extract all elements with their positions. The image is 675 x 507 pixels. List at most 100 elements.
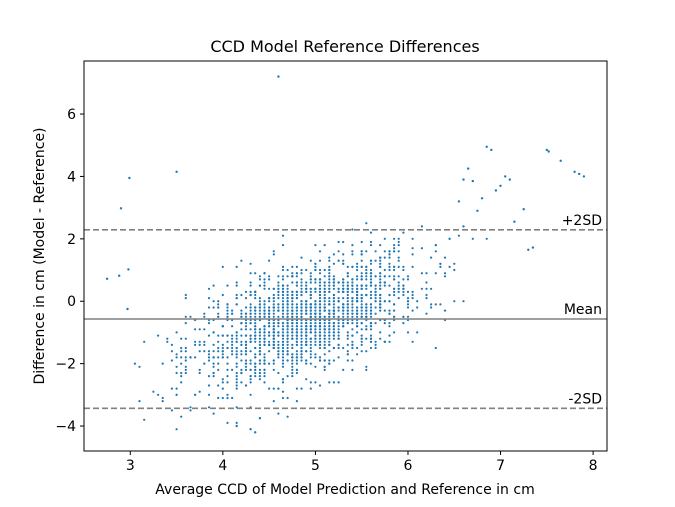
data-point — [346, 293, 349, 297]
data-point — [332, 281, 335, 284]
data-point — [249, 393, 252, 396]
data-point — [328, 315, 331, 318]
data-point — [434, 244, 437, 247]
data-point — [393, 303, 396, 306]
data-point — [430, 303, 433, 306]
data-point — [374, 275, 377, 278]
data-point — [328, 272, 331, 275]
data-point — [268, 334, 271, 337]
data-point — [356, 293, 359, 297]
data-point — [425, 297, 428, 300]
data-point — [254, 340, 257, 343]
data-point — [277, 284, 280, 287]
data-point — [369, 312, 373, 315]
data-point — [180, 356, 183, 359]
data-point — [258, 368, 261, 371]
data-point — [383, 284, 386, 287]
data-point — [207, 356, 211, 359]
data-point — [235, 297, 238, 300]
data-point — [360, 306, 363, 309]
data-point — [328, 278, 331, 281]
data-point — [342, 290, 345, 293]
data-point — [291, 281, 294, 284]
data-point — [272, 334, 275, 337]
data-point — [231, 353, 234, 356]
data-point — [249, 328, 252, 331]
outlier-point — [467, 167, 470, 170]
data-point — [443, 256, 447, 259]
outlier-point — [235, 424, 238, 428]
data-point — [328, 325, 331, 328]
data-point — [356, 353, 359, 356]
data-point — [397, 244, 400, 247]
data-point — [286, 312, 289, 315]
data-point — [184, 359, 187, 362]
data-point — [369, 322, 373, 325]
data-point — [365, 315, 368, 318]
data-point — [268, 275, 271, 278]
data-point — [226, 368, 229, 371]
data-point — [393, 278, 396, 281]
data-point — [189, 356, 192, 359]
data-point — [240, 312, 243, 315]
data-point — [342, 346, 345, 350]
x-axis-ticks: 3 4 5 6 7 8 — [126, 451, 598, 474]
data-point — [295, 359, 298, 362]
data-point — [332, 275, 335, 278]
data-point — [328, 343, 331, 346]
data-point — [314, 290, 317, 293]
data-point — [328, 297, 331, 300]
data-point — [295, 293, 298, 297]
data-point — [212, 375, 215, 378]
data-point — [369, 275, 373, 278]
data-point — [272, 325, 275, 328]
data-point — [258, 315, 261, 318]
data-point — [286, 415, 289, 418]
data-point — [360, 293, 363, 297]
data-point — [249, 303, 252, 306]
data-point — [365, 312, 368, 315]
data-point — [221, 293, 224, 297]
data-point — [379, 284, 382, 287]
data-point — [402, 293, 405, 297]
data-point — [281, 378, 285, 381]
data-point — [318, 328, 322, 331]
data-point — [295, 356, 298, 359]
data-point — [443, 309, 447, 312]
data-point — [212, 365, 215, 368]
data-point — [369, 240, 373, 244]
data-point — [351, 287, 354, 290]
data-point — [388, 340, 391, 343]
data-point — [235, 353, 238, 356]
data-point — [356, 290, 359, 293]
data-point — [286, 396, 289, 400]
data-point — [286, 346, 289, 350]
data-point — [258, 340, 261, 343]
data-point — [369, 262, 373, 265]
data-point — [318, 303, 322, 306]
data-point — [360, 275, 363, 278]
data-point — [332, 297, 335, 300]
data-point — [300, 300, 303, 303]
data-point — [342, 312, 345, 315]
data-point — [180, 375, 183, 378]
data-point — [277, 290, 280, 293]
data-point — [374, 284, 377, 287]
data-point — [360, 337, 363, 340]
data-point — [226, 375, 229, 378]
data-point — [295, 297, 298, 300]
data-point — [217, 303, 220, 306]
data-point — [342, 315, 345, 318]
data-point — [360, 315, 363, 318]
data-point — [281, 381, 285, 384]
data-point — [295, 387, 298, 390]
data-point — [369, 290, 373, 293]
data-point — [281, 234, 285, 237]
data-point — [305, 359, 308, 362]
data-point — [388, 293, 391, 297]
data-point — [360, 343, 363, 346]
data-point — [161, 362, 164, 365]
data-point — [166, 340, 169, 343]
data-point — [318, 290, 322, 293]
data-point — [300, 322, 303, 325]
